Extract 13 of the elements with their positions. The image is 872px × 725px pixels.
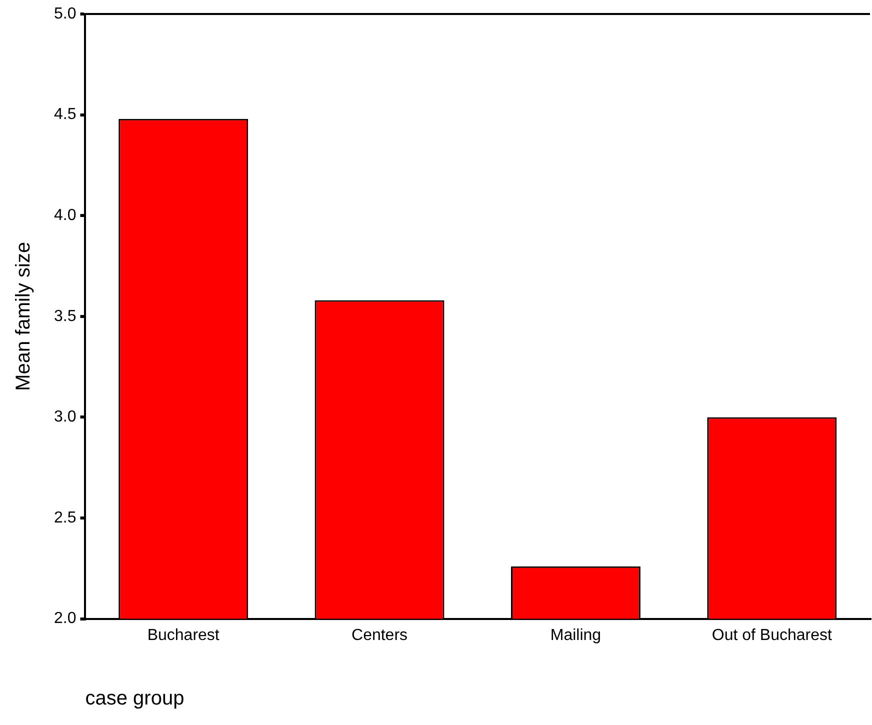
x-tick-label: Bucharest <box>147 626 220 644</box>
y-tick-label: 4.0 <box>54 207 76 224</box>
x-tick-label: Out of Bucharest <box>712 626 832 644</box>
x-tick-label: Centers <box>352 626 408 644</box>
y-tick-label: 3.0 <box>54 408 76 426</box>
x-tick-label: Mailing <box>550 626 602 644</box>
y-tick-label: 4.5 <box>54 106 76 124</box>
y-tick-label: 3.5 <box>54 308 76 325</box>
y-tick-label: 5.0 <box>54 5 76 22</box>
x-axis-title: case group <box>85 688 184 710</box>
y-axis-title: Mean family size <box>12 242 35 391</box>
y-tick-label: 2.0 <box>54 610 76 628</box>
y-tick-label: 2.5 <box>54 509 76 526</box>
